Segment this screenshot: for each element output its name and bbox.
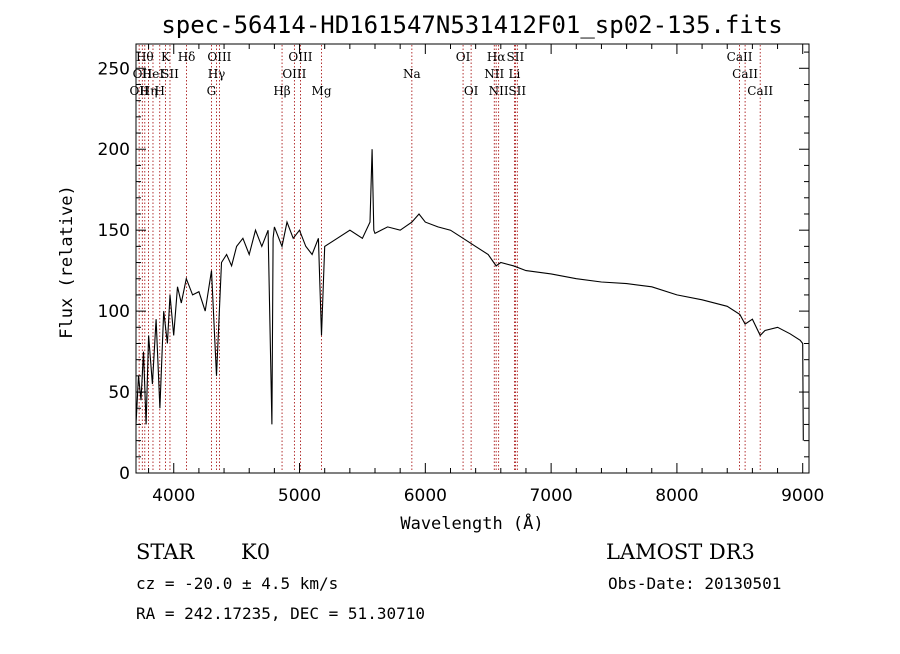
spectral-line-label-27: CaII — [747, 84, 773, 98]
spectral-line-label-24: SII — [508, 84, 526, 98]
spectral-line-label-26: CaII — [732, 67, 758, 81]
y-axis: 0 50 100 150 200 250 — [98, 51, 809, 484]
spectral-line-label-13: OIII — [282, 67, 306, 81]
spectral-line-label-23: SII — [507, 50, 525, 64]
y-tick-label-1: 50 — [108, 383, 130, 403]
spectrum-line — [135, 149, 804, 441]
object-subclass: K0 — [241, 540, 270, 564]
spectral-line-label-11: OIII — [207, 50, 231, 64]
y-tick-label-5: 250 — [98, 59, 130, 79]
spectral-line-label-21: NII — [489, 84, 509, 98]
y-axis-label: Flux (relative) — [57, 185, 77, 339]
coordinates: RA = 242.17235, DEC = 51.30710 — [136, 604, 425, 623]
spectral-line-label-14: OIII — [288, 50, 312, 64]
spectral-line-label-18: OI — [464, 84, 479, 98]
x-tick-label-0: 4000 — [152, 486, 195, 506]
spectral-line-label-25: CaII — [727, 50, 753, 64]
spectral-line-label-16: Na — [403, 67, 421, 81]
spectral-line-label-10: Hγ — [208, 67, 226, 81]
spectral-line-label-1: OII — [133, 67, 153, 81]
x-tick-label-3: 7000 — [529, 486, 572, 506]
spectral-line-label-5: H — [155, 84, 165, 98]
x-tick-label-5: 9000 — [781, 486, 824, 506]
spectral-line-label-4: HeI — [142, 67, 165, 81]
object-class: STAR — [136, 540, 195, 564]
spectral-line-label-20: Hα — [487, 50, 506, 64]
spectral-line-labels: OII OII Hθ Hη HeI H K SII Hδ G Hγ OIII Hβ OIII OIII Mg N… — [129, 50, 773, 98]
spectral-line-label-6: K — [161, 50, 171, 64]
spectral-line-label-15: Mg — [312, 84, 332, 98]
spectral-line-label-7: SII — [161, 67, 179, 81]
spectral-line-label-22: Li — [508, 67, 520, 81]
y-tick-label-0: 0 — [119, 464, 130, 484]
observation-date: Obs-Date: 20130501 — [608, 574, 781, 593]
x-axis-label: Wavelength (Å) — [400, 512, 543, 534]
spectral-line-label-2: Hθ — [136, 50, 154, 64]
survey-name: LAMOST DR3 — [606, 540, 755, 564]
spectral-line-label-8: Hδ — [178, 50, 196, 64]
spectral-line-label-19: NII — [484, 67, 504, 81]
x-tick-label-2: 6000 — [404, 486, 447, 506]
x-tick-label-4: 8000 — [655, 486, 698, 506]
x-tick-label-1: 5000 — [278, 486, 321, 506]
spectral-line-label-9: G — [207, 84, 217, 98]
y-tick-label-2: 100 — [98, 302, 130, 322]
chart-title: spec-56414-HD161547N531412F01_sp02-135.f… — [161, 11, 782, 39]
x-axis: 4000 5000 6000 7000 8000 9000 — [148, 44, 824, 506]
spectral-line-label-12: Hβ — [273, 84, 290, 98]
plot-frame — [135, 43, 810, 474]
spectral-line-label-17: OI — [456, 50, 471, 64]
y-tick-label-4: 200 — [98, 140, 130, 160]
spectral-line-markers — [138, 45, 761, 472]
redshift-value: cz = -20.0 ± 4.5 km/s — [136, 574, 338, 593]
y-tick-label-3: 150 — [98, 221, 130, 241]
spectral-line-label-0: OII — [129, 84, 149, 98]
spectral-line-label-3: Hη — [140, 84, 158, 98]
